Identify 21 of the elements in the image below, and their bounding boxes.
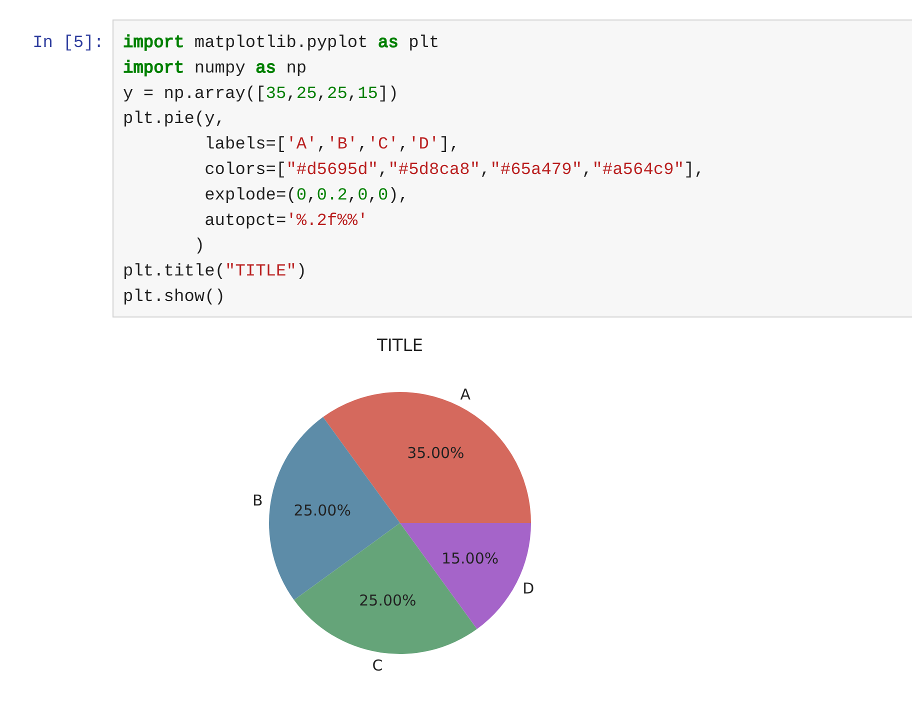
text: colors=["#d5695d","#5d8ca8","#65a479","#a564c9"], — [204, 161, 704, 180]
slice-label: D — [522, 579, 534, 598]
chart-title: TITLE — [376, 336, 423, 356]
data-label: 15.00% — [441, 550, 499, 568]
text: plt.title("TITLE") — [123, 262, 307, 282]
text: import numpy as np — [123, 59, 307, 78]
text: explode=(0,0.2,0,0), — [204, 186, 409, 206]
text: In [5]: — [32, 34, 104, 53]
text: y = np.array([35,25,25,15]) — [123, 84, 398, 104]
text: labels=['A','B','C','D'], — [204, 136, 460, 155]
slice-label: B — [252, 491, 263, 510]
data-label: 35.00% — [407, 444, 464, 462]
slice-label: C — [372, 656, 383, 674]
text: import matplotlib.pyplot as plt — [123, 34, 440, 53]
text: autopct='%.2f%%' — [204, 212, 368, 231]
data-label: 25.00% — [294, 502, 351, 520]
text: plt.pie(y, — [123, 110, 226, 130]
slice-label: A — [460, 386, 472, 404]
data-label: 25.00% — [359, 592, 416, 610]
text: plt.show() — [123, 288, 226, 307]
text: ) — [194, 237, 205, 256]
